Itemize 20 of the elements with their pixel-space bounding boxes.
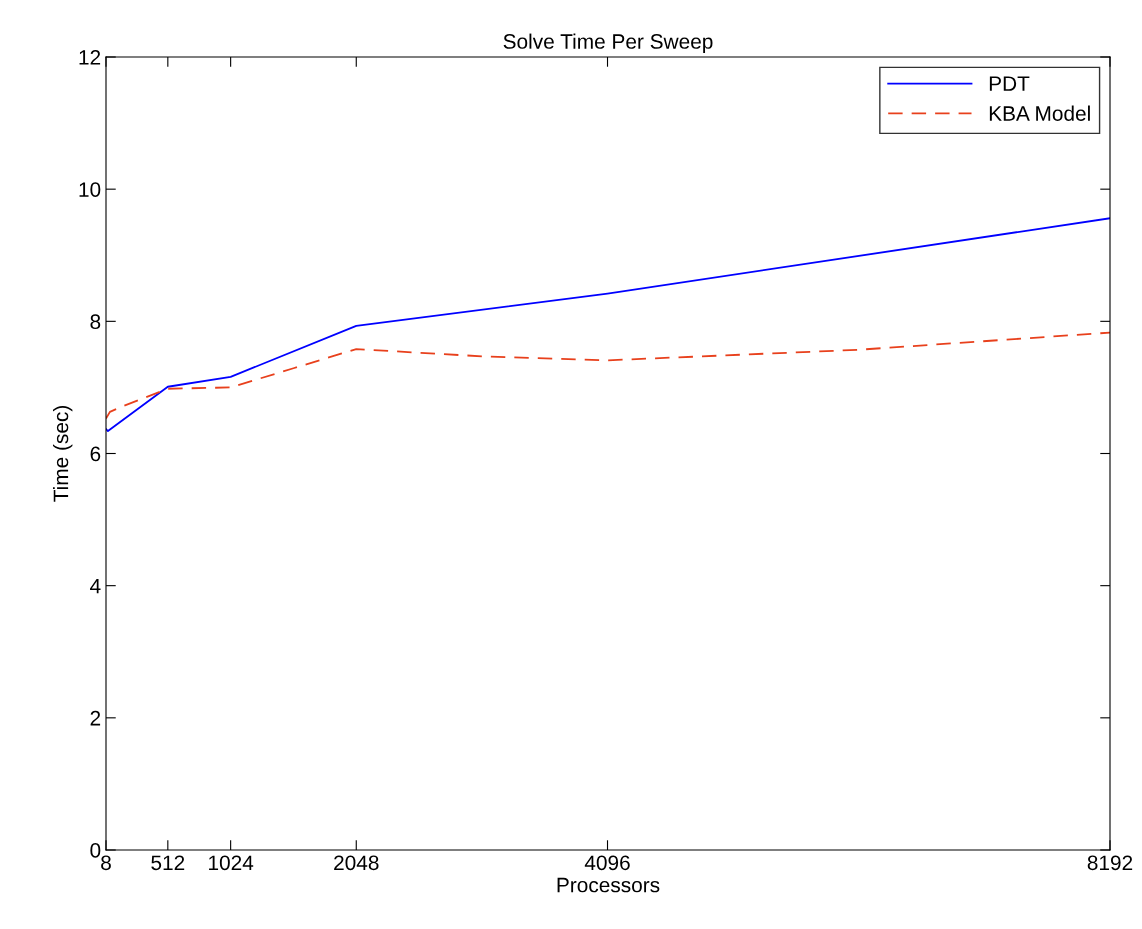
x-tick-label: 8: [101, 855, 111, 871]
x-axis-title: Processors: [557, 877, 660, 893]
y-tick-label: 6: [90, 446, 101, 462]
y-axis-title: Time (sec): [52, 405, 73, 502]
x-tick-label: 1024: [209, 855, 254, 871]
legend-label: PDT: [989, 76, 1030, 91]
y-tick-label: 10: [79, 182, 101, 197]
y-tick-label: 4: [90, 578, 101, 594]
y-tick-label: 0: [90, 843, 101, 858]
chart-title: Solve Time Per Sweep: [503, 33, 713, 53]
legend-label: KBA Model: [989, 105, 1090, 121]
x-tick-label: 8192: [1087, 855, 1133, 871]
x-tick-label: 512: [151, 855, 185, 871]
y-tick-label: 12: [79, 50, 101, 65]
line-series: [106, 217, 1110, 432]
x-tick-label: 2048: [334, 855, 379, 871]
x-tick-label: 4096: [584, 855, 630, 871]
y-tick-label: 8: [90, 314, 101, 330]
line-series: [106, 331, 1110, 420]
y-tick-label: 2: [90, 710, 101, 726]
